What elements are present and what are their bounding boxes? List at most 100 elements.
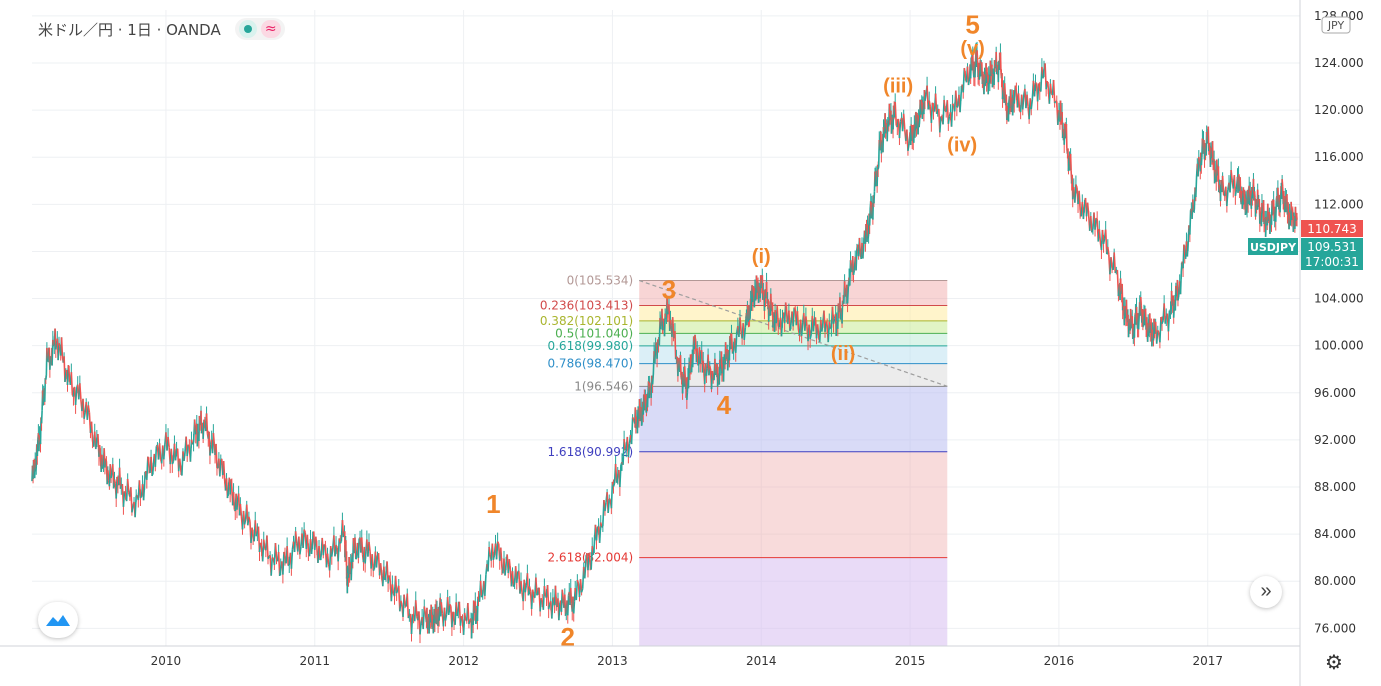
price-segment [1251,191,1254,199]
price-segment [841,300,844,324]
price-segment [934,93,938,114]
price-segment [357,538,361,558]
price-segment [1214,169,1217,174]
wave-label: (iii) [883,75,913,97]
x-tick-label: 2016 [1044,654,1075,668]
x-tick-label: 2017 [1192,654,1223,668]
price-segment [877,166,880,170]
circle-dot-icon[interactable] [238,20,257,38]
price-segment [395,589,399,594]
price-segment [267,556,270,560]
price-segment [612,482,616,487]
tradingview-logo-icon[interactable] [38,602,78,638]
price-segment [372,568,375,572]
price-segment [286,546,289,566]
price-segment [1153,327,1156,334]
price-segment [130,487,133,513]
status-badges[interactable]: ≈ [234,18,285,40]
price-segment [543,586,547,597]
price-segment [849,260,853,267]
fib-level-label: 0.5(101.040) [555,326,633,340]
y-tick-label: 100.000 [1314,339,1364,353]
price-segment [774,310,777,315]
price-segment [868,208,872,226]
price-segment [648,382,652,389]
price-segment [604,502,607,512]
price-segment [999,52,1002,73]
price-segment [36,439,39,457]
price-segment [1053,100,1057,104]
wave-label: 5 [965,10,979,40]
y-tick-label: 84.000 [1314,527,1356,541]
price-series [31,41,1298,644]
price-segment [49,356,52,370]
price-segment [748,318,751,321]
price-segment [463,612,467,621]
price-segment [339,541,343,544]
price-segment [209,444,212,456]
price-segment [1113,252,1117,273]
price-segment [1230,169,1233,181]
price-segment [1249,190,1252,202]
price-segment [271,556,274,559]
price-segment [1157,330,1160,334]
price-segment [746,304,749,308]
fib-level-label: 0.382(102.101) [540,314,633,328]
price-segment [423,606,427,614]
scroll-to-realtime-button[interactable]: » [1250,576,1282,608]
price-segment [765,281,768,304]
y-tick-label: 120.000 [1314,103,1364,117]
price-segment [956,105,959,108]
x-tick-label: 2011 [299,654,330,668]
price-segment [1006,117,1009,121]
price-segment [976,50,979,61]
fib-zone [639,345,948,364]
fibonacci-retracement: 0(105.534)0.236(103.413)0.382(102.101)0.… [540,273,948,646]
price-segment [400,600,403,606]
price-segment [515,571,519,583]
price-segment [262,539,266,549]
price-segment [232,492,236,510]
fib-level-label: 0.618(99.980) [547,339,633,353]
x-tick-label: 2012 [448,654,479,668]
price-segment [666,308,670,315]
wave-icon[interactable]: ≈ [260,20,281,38]
wave-label: 2 [561,622,575,652]
price-segment [709,365,712,371]
price-segment [248,516,251,522]
x-tick-label: 2014 [746,654,777,668]
price-segment [739,317,742,332]
fib-level-label: 0.236(103.413) [540,298,633,312]
price-segment [846,286,850,304]
price-segment [539,598,542,612]
price-segment [547,604,551,610]
price-segment [762,290,765,297]
gear-icon[interactable]: ⚙ [1325,652,1343,674]
price-segment [696,348,699,366]
price-segment [898,121,902,139]
price-segment [528,586,532,592]
price-segment [122,491,126,507]
price-segment [902,113,906,130]
price-segment [212,432,216,444]
price-segment [1065,124,1068,149]
price-segment [852,269,856,275]
price-segment [978,77,981,80]
symbol-tag [1248,238,1298,255]
price-segment [354,537,357,560]
symbol-title[interactable]: 米ドル／円 · 1日 · OANDA [38,20,221,39]
price-segment [126,478,130,493]
price-segment [743,327,747,341]
price-segment [479,580,483,598]
price-segment [630,417,634,445]
wave-annotations: 1 2 3 4 5 (i) (ii) (iii) (iv) (v) [486,10,985,652]
price-segment [792,307,796,327]
price-segment [299,546,302,555]
price-segment [163,444,166,460]
price-segment [580,588,584,593]
price-segment [488,546,491,555]
price-segment [1071,195,1075,200]
price-segment [154,446,158,467]
currency-label: JPY [1327,19,1345,32]
